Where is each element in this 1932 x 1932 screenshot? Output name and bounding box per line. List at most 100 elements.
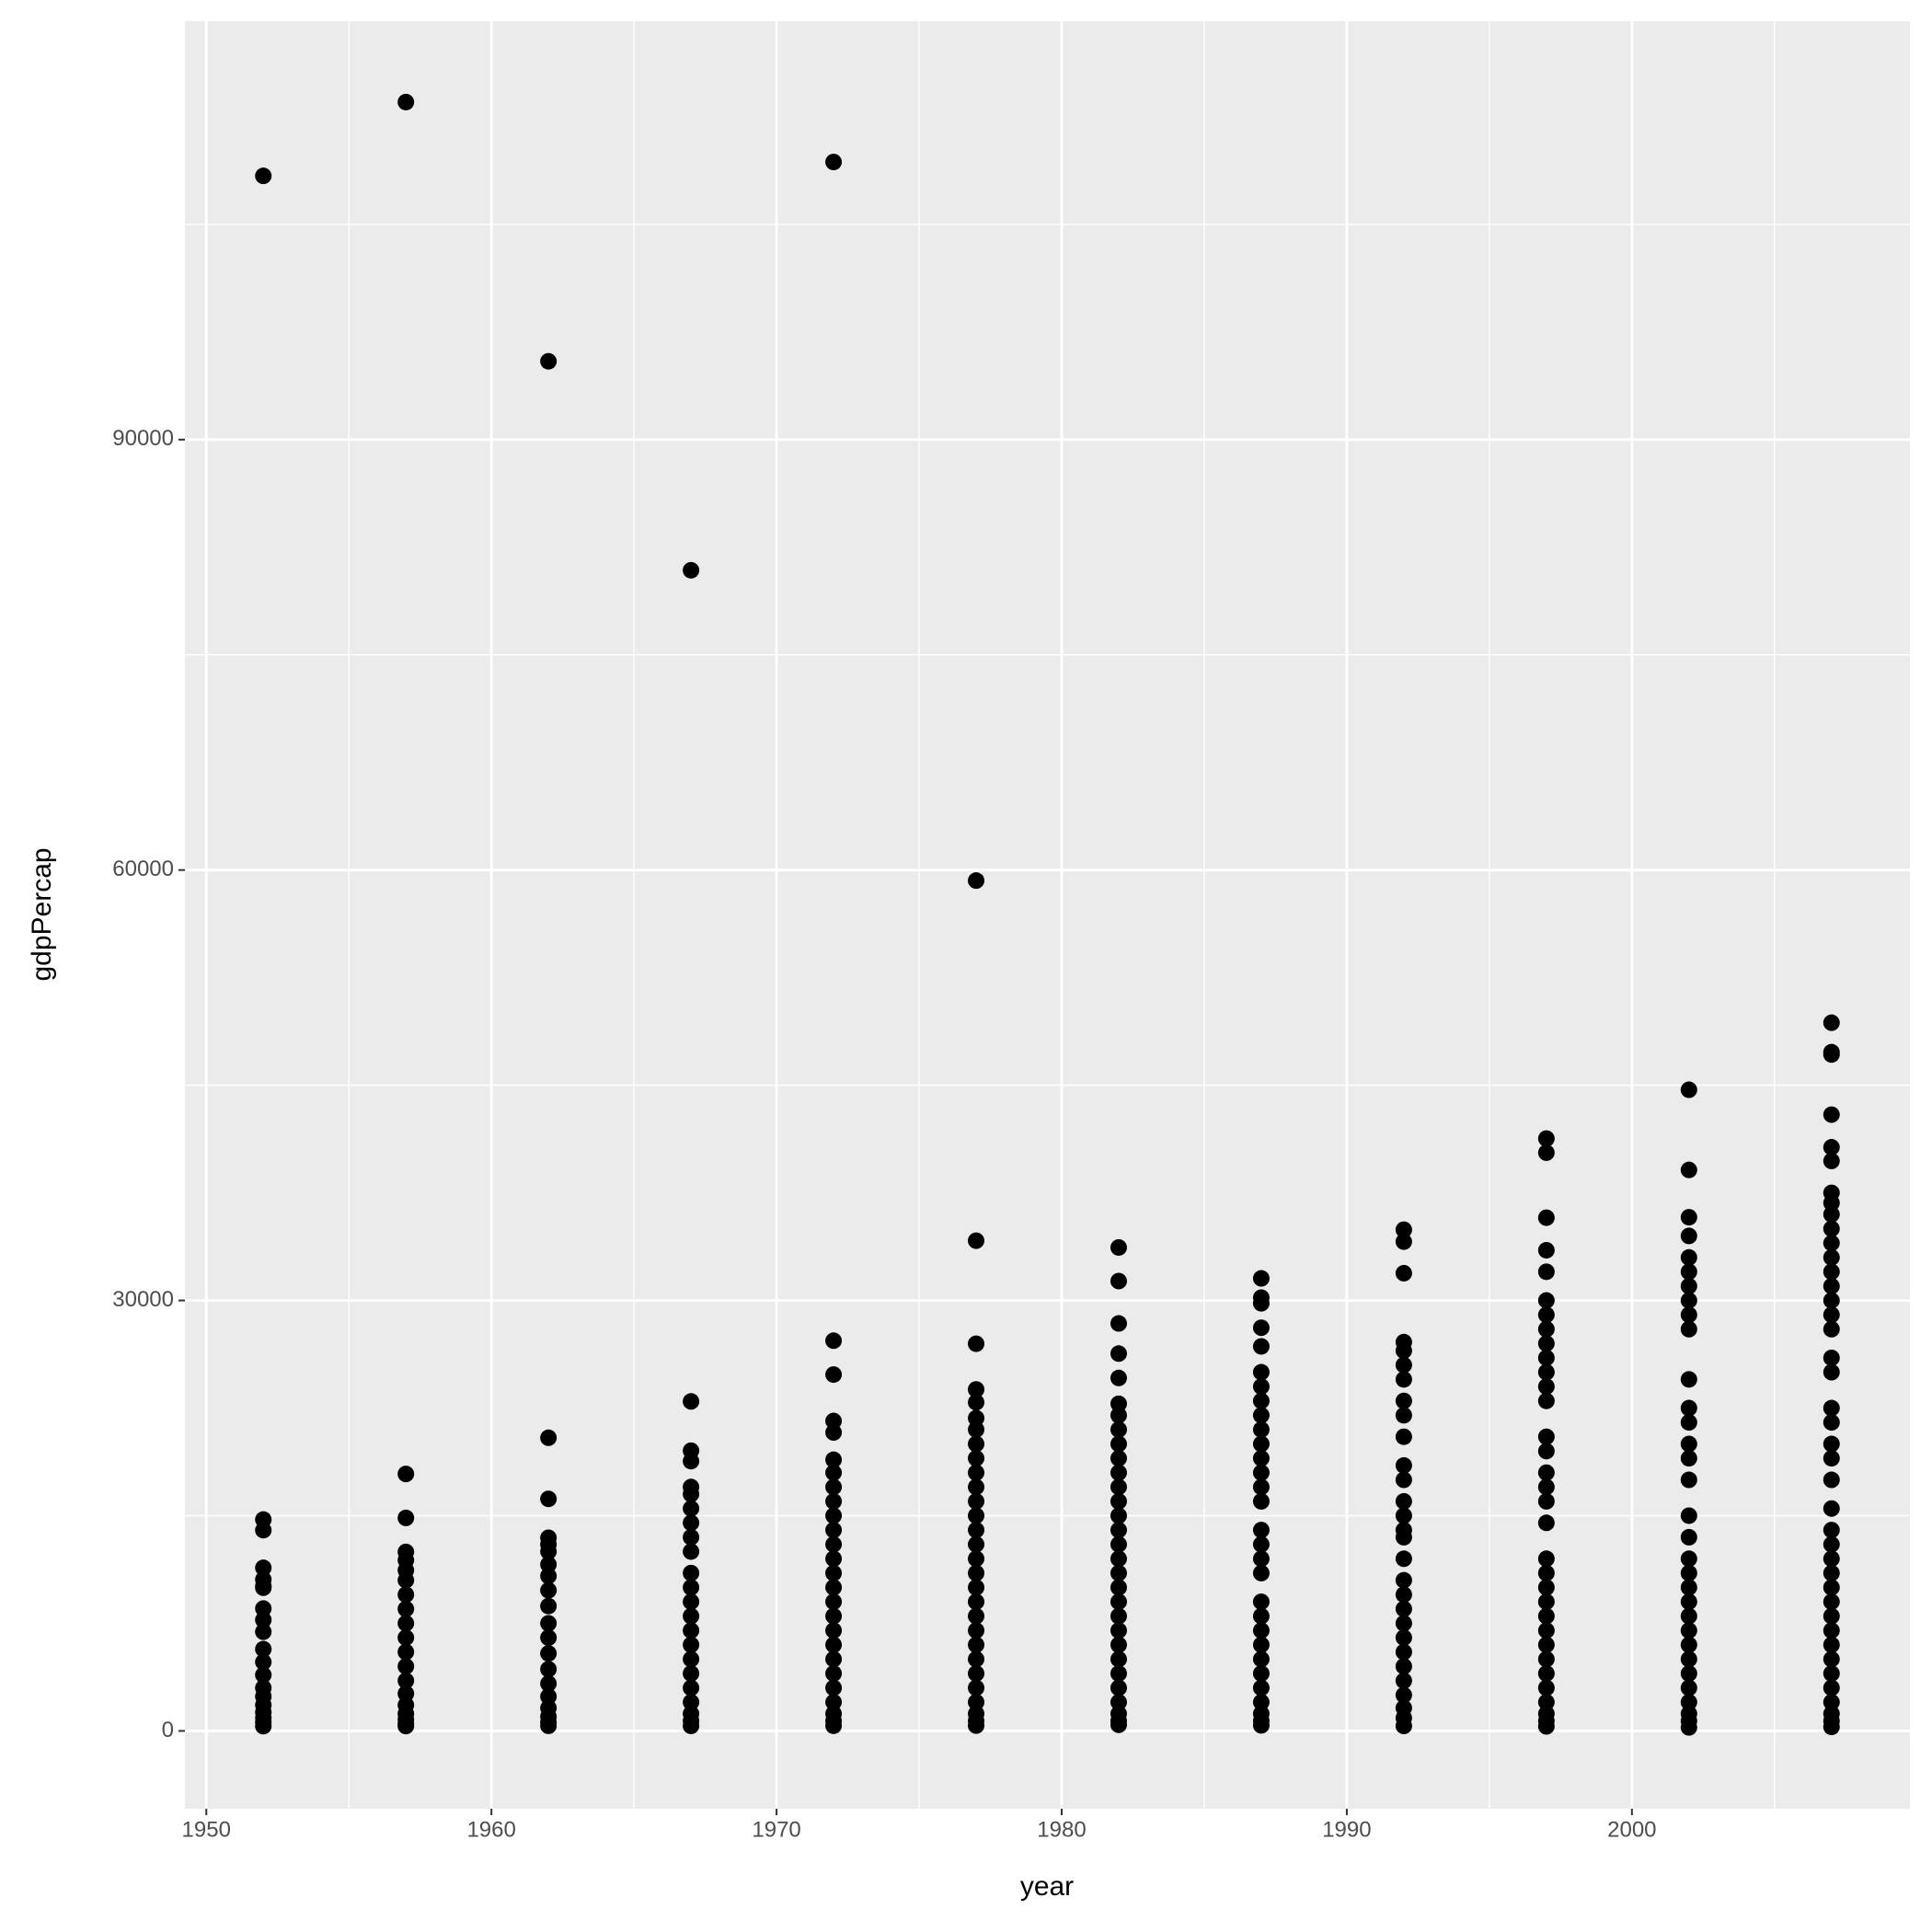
point: [1680, 1399, 1697, 1417]
point: [1537, 1428, 1555, 1445]
point: [255, 1611, 272, 1628]
point: [1252, 1363, 1270, 1381]
point: [1823, 1320, 1840, 1338]
point: [397, 1658, 415, 1675]
point: [1110, 1369, 1127, 1386]
point: [825, 1593, 843, 1611]
point: [1680, 1277, 1697, 1294]
point: [1110, 1564, 1127, 1581]
point: [1110, 1716, 1127, 1733]
point: [1395, 1672, 1412, 1689]
point: [1110, 1636, 1127, 1653]
point: [968, 1550, 985, 1568]
point: [1395, 1571, 1412, 1589]
point: [540, 1556, 558, 1573]
x-axis-title: year: [1020, 1871, 1074, 1902]
point: [1680, 1679, 1697, 1696]
point: [1680, 1306, 1697, 1324]
point: [1252, 1650, 1270, 1668]
point: [1680, 1665, 1697, 1683]
point: [1823, 1205, 1840, 1223]
point: [683, 1665, 700, 1683]
point: [1823, 1579, 1840, 1596]
point: [1110, 1395, 1127, 1412]
point: [540, 1661, 558, 1678]
point: [1395, 1718, 1412, 1735]
point: [825, 1607, 843, 1625]
point: [397, 1600, 415, 1617]
point: [683, 1528, 700, 1546]
point: [1395, 1507, 1412, 1524]
point: [1537, 1363, 1555, 1381]
point: [1823, 1650, 1840, 1668]
point: [1823, 1349, 1840, 1366]
point: [397, 1672, 415, 1689]
point: [968, 1450, 985, 1467]
point: [1252, 1338, 1270, 1355]
point: [1823, 1235, 1840, 1252]
point: [1823, 1046, 1840, 1064]
point: [540, 1567, 558, 1584]
point: [255, 1559, 272, 1577]
point: [1395, 1471, 1412, 1489]
point: [1680, 1227, 1697, 1245]
point: [255, 1623, 272, 1640]
point: [825, 1622, 843, 1639]
point: [1110, 1679, 1127, 1696]
point: [255, 1640, 272, 1658]
point: [683, 1650, 700, 1668]
point: [825, 1507, 843, 1524]
point: [1252, 1550, 1270, 1568]
x-tick-label: 1980: [1037, 1817, 1086, 1842]
point: [825, 1650, 843, 1668]
point: [1680, 1248, 1697, 1266]
point: [825, 1424, 843, 1442]
point: [968, 1492, 985, 1510]
point: [1537, 1679, 1555, 1696]
point: [825, 1694, 843, 1711]
point: [540, 1429, 558, 1446]
y-tick-label: 60000: [112, 857, 174, 881]
point: [397, 1615, 415, 1632]
point: [1252, 1564, 1270, 1581]
point: [540, 352, 558, 370]
x-tick-label: 1970: [752, 1817, 800, 1842]
point: [255, 167, 272, 185]
x-tick-label: 1990: [1322, 1817, 1371, 1842]
point: [1395, 1356, 1412, 1374]
point: [968, 1679, 985, 1696]
point: [1823, 1679, 1840, 1696]
point: [1537, 1636, 1555, 1653]
point: [825, 1636, 843, 1653]
point: [1680, 1320, 1697, 1338]
point: [683, 1564, 700, 1581]
point: [255, 1579, 272, 1596]
point: [1537, 1335, 1555, 1352]
point: [1823, 1535, 1840, 1553]
point: [1537, 1320, 1555, 1338]
point: [1110, 1622, 1127, 1639]
point: [1823, 1399, 1840, 1417]
point: [1537, 1650, 1555, 1668]
point: [1537, 1665, 1555, 1683]
point: [1680, 1292, 1697, 1309]
point: [1823, 1263, 1840, 1281]
point: [1252, 1420, 1270, 1438]
point: [683, 1679, 700, 1696]
point: [1823, 1694, 1840, 1711]
point: [1395, 1615, 1412, 1632]
point: [1823, 1450, 1840, 1467]
point: [1537, 1209, 1555, 1226]
point: [1823, 1306, 1840, 1324]
point: [1680, 1564, 1697, 1581]
point: [1680, 1371, 1697, 1388]
point: [968, 872, 985, 890]
point: [683, 1694, 700, 1711]
point: [255, 1666, 272, 1684]
point: [1680, 1528, 1697, 1546]
point: [1537, 1306, 1555, 1324]
point: [1252, 1665, 1270, 1683]
point: [968, 1464, 985, 1481]
point: [968, 1335, 985, 1352]
point: [1252, 1378, 1270, 1396]
